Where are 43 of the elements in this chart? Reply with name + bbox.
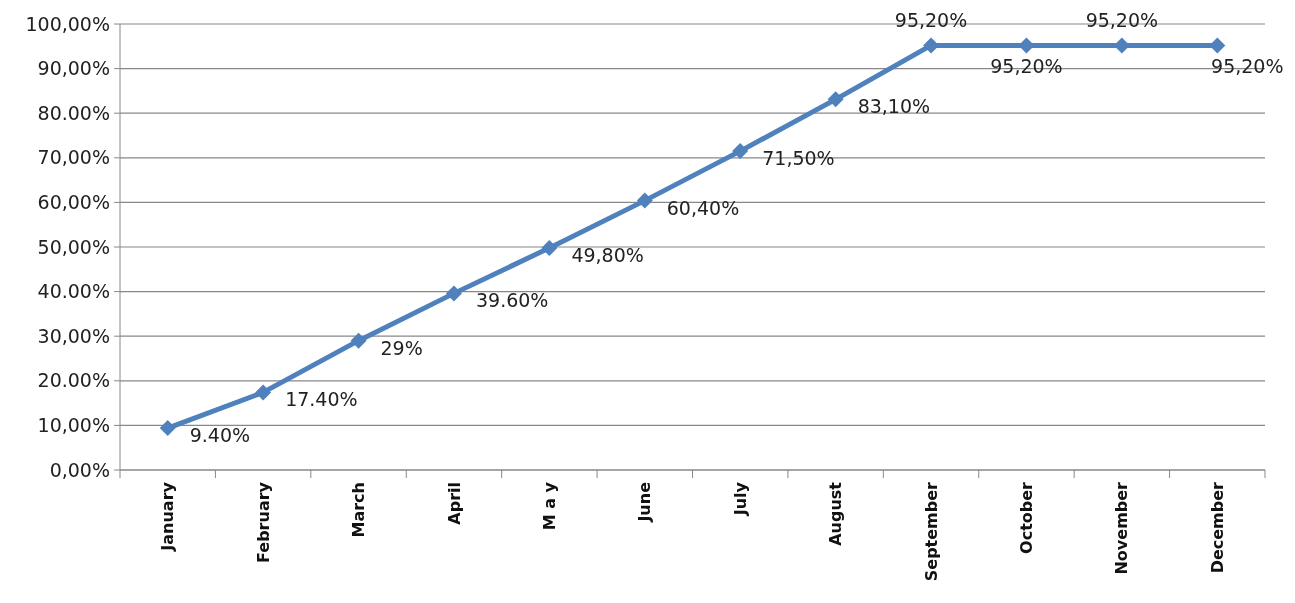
data-label: 95,20% — [1085, 9, 1159, 32]
x-tick-label: August — [826, 481, 846, 546]
data-label: 95,20% — [1211, 55, 1284, 78]
data-label: 95,20% — [894, 9, 968, 32]
point — [636, 192, 653, 209]
point — [827, 91, 844, 108]
point — [350, 332, 367, 349]
x-tick-label: April — [444, 482, 464, 525]
data-label: 83,10% — [857, 95, 931, 118]
point — [732, 143, 749, 160]
x-tick-label: June — [635, 481, 655, 523]
data-label: 9.40% — [189, 424, 251, 447]
point — [255, 384, 272, 401]
x-tick-label: July — [730, 481, 750, 517]
data-label: 49,80% — [571, 243, 644, 266]
data-label: 71,50% — [762, 147, 835, 170]
y-tick-label: 70,00% — [37, 146, 110, 169]
x-tick-label: November — [1112, 481, 1132, 575]
x-tick-label: February — [253, 481, 273, 563]
x-tick-label: January — [158, 481, 178, 552]
y-tick-label: 90,00% — [37, 57, 110, 80]
data-label: 39.60% — [475, 289, 549, 312]
x-tick-label: M a y — [539, 481, 559, 531]
point — [541, 239, 558, 256]
y-tick-label: 40.00% — [37, 280, 110, 303]
data-label: 17.40% — [285, 388, 358, 411]
data-label: 60,40% — [666, 196, 740, 219]
x-tick-label: September — [921, 481, 941, 582]
x-tick-label: March — [349, 482, 369, 538]
data-label: 95,20% — [990, 55, 1063, 78]
y-tick-label: 30,00% — [37, 324, 110, 347]
x-tick-label: October — [1017, 481, 1037, 554]
y-tick-label: 50,00% — [37, 235, 110, 258]
x-tick-label: December — [1207, 481, 1227, 574]
y-tick-label: 10,00% — [37, 414, 110, 437]
data-label: 29% — [380, 336, 423, 359]
y-tick-label: 80.00% — [37, 101, 110, 124]
y-tick-label: 0,00% — [49, 458, 110, 481]
y-tick-label: 60,00% — [37, 191, 110, 214]
point — [445, 285, 462, 302]
y-tick-label: 100,00% — [25, 12, 110, 35]
y-tick-label: 20.00% — [37, 369, 110, 392]
point — [159, 420, 176, 437]
